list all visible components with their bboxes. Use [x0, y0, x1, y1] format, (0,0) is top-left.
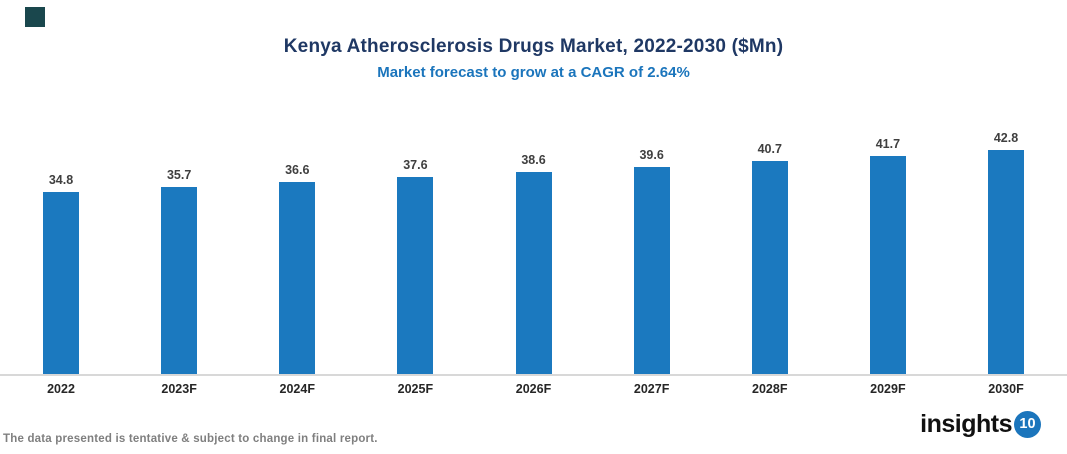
x-axis-tick-label: 2030F: [988, 382, 1024, 396]
footer-disclaimer: The data presented is tentative & subjec…: [3, 433, 378, 445]
logo-badge-circle: 10: [1014, 411, 1041, 438]
bar-value-label: 35.7: [166, 168, 192, 182]
x-axis-tick-label: 2027F: [633, 382, 670, 396]
bars-row: 34.8 35.7 36.6 37.6 38.6 39.6 40.7 41.7 42.8: [0, 100, 1067, 374]
bar-value-label: 42.8: [993, 131, 1019, 145]
bar: [988, 150, 1024, 374]
bar-value-label: 37.6: [403, 158, 428, 172]
x-axis-tick-label: 2024F: [279, 382, 315, 396]
bar-value-label: 41.7: [875, 137, 901, 151]
bar-value-label: 36.6: [285, 163, 310, 177]
bar: [43, 192, 79, 374]
bar: [869, 156, 906, 374]
bar-column-2025F: 37.6: [379, 100, 451, 374]
bar-value-label: 40.7: [757, 142, 782, 156]
corner-accent-square: [25, 7, 45, 27]
x-axis-tick-label: 2029F: [870, 382, 906, 396]
x-axis-tick-label: 2023F: [161, 382, 197, 396]
bar: [751, 161, 788, 374]
bar: [161, 187, 198, 374]
insights10-logo: insights 10: [920, 410, 1041, 439]
x-axis-tick-label: 2022: [47, 382, 75, 396]
bar: [633, 167, 670, 374]
bar-column-2022: 34.8: [25, 100, 97, 374]
bar-value-label: 38.6: [521, 153, 546, 167]
bar-column-2023F: 35.7: [143, 100, 215, 374]
bar-chart: 34.8 35.7 36.6 37.6 38.6 39.6 40.7 41.7 42.8 202…: [0, 100, 1067, 410]
chart-header: Kenya Atherosclerosis Drugs Market, 2022…: [0, 36, 1067, 81]
bar: [515, 172, 552, 374]
bar-column-2024F: 36.6: [261, 100, 333, 374]
logo-text: insights: [920, 410, 1012, 438]
bar: [397, 177, 434, 374]
x-axis-line: [0, 374, 1067, 376]
bar-column-2028F: 40.7: [734, 100, 806, 374]
x-axis-tick-label: 2026F: [515, 382, 552, 396]
bar-column-2030F: 42.8: [970, 100, 1042, 374]
bar-value-label: 39.6: [639, 148, 664, 162]
chart-title: Kenya Atherosclerosis Drugs Market, 2022…: [283, 36, 784, 57]
bar-column-2027F: 39.6: [616, 100, 688, 374]
chart-subtitle: Market forecast to grow at a CAGR of 2.6…: [377, 64, 690, 81]
x-axis-tick-label: 2025F: [397, 382, 434, 396]
bar: [279, 182, 316, 374]
bar-column-2026F: 38.6: [498, 100, 570, 374]
x-axis-tick-label: 2028F: [752, 382, 788, 396]
bar-value-label: 34.8: [48, 173, 74, 187]
bar-column-2029F: 41.7: [852, 100, 924, 374]
category-labels-row: 2022 2023F 2024F 2025F 2026F 2027F 2028F 2029F 2…: [0, 382, 1067, 396]
